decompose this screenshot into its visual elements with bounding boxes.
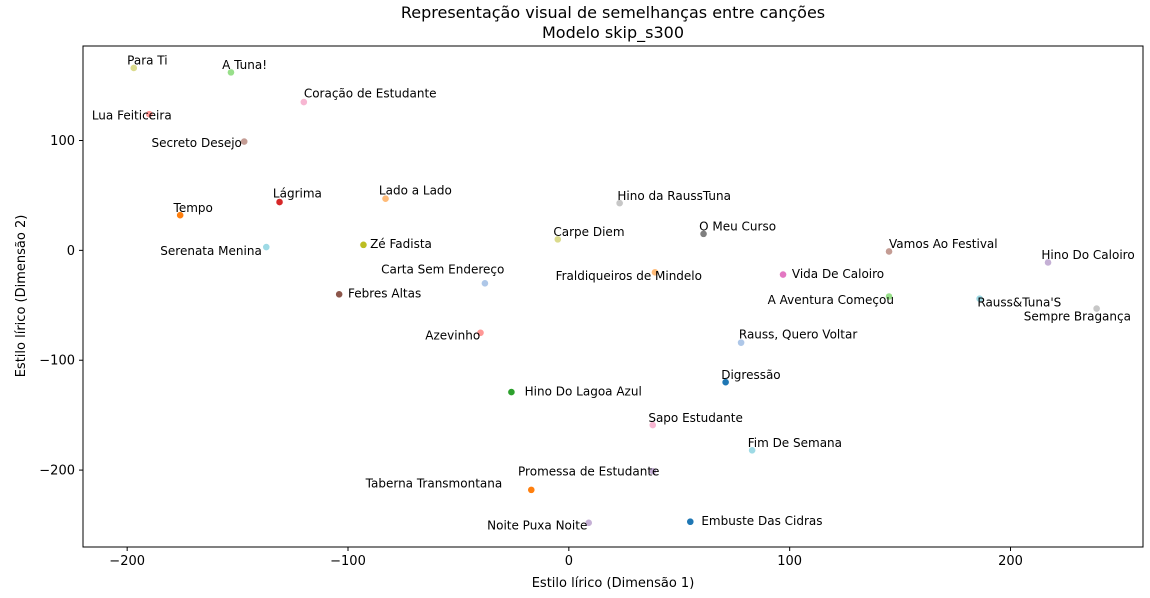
point-label: Promessa de Estudante	[518, 465, 659, 479]
data-point	[481, 279, 489, 288]
point-label: Noite Puxa Noite	[487, 518, 587, 532]
data-point	[299, 98, 308, 106]
x-tick-label: 200	[998, 554, 1023, 569]
y-tick-label: 100	[50, 134, 75, 149]
point-label: Hino Do Caloiro	[1041, 248, 1134, 262]
data-point	[686, 517, 695, 526]
data-point	[145, 110, 154, 119]
data-point	[359, 240, 368, 249]
data-point	[584, 518, 593, 527]
data-point	[615, 199, 624, 208]
data-point	[262, 243, 271, 251]
point-label: Sempre Bragança	[1024, 310, 1131, 324]
data-point	[975, 294, 984, 303]
data-point	[1092, 304, 1101, 313]
point-label: Para Ti	[127, 54, 167, 68]
point-label: Zé Fadista	[370, 237, 432, 251]
y-axis-label: Estilo lírico (Dimensão 2)	[14, 215, 29, 378]
point-label: Fim De Semana	[748, 436, 842, 450]
point-label: Azevinho	[425, 328, 480, 342]
point-label: Tempo	[173, 201, 213, 215]
data-point	[553, 235, 562, 244]
data-point	[381, 194, 390, 203]
data-point	[648, 421, 657, 429]
x-axis-label: Estilo lírico (Dimensão 1)	[532, 576, 695, 591]
plot-area: Para Ti A Tuna! Coração de Estudante Lua Fe…	[92, 54, 1135, 533]
data-point	[737, 338, 745, 347]
point-label: Coração de Estudante	[304, 87, 437, 101]
plot-frame	[82, 45, 1144, 548]
point-label: Hino Do Lagoa Azul	[525, 384, 642, 398]
point-label: Secreto Desejo	[151, 136, 241, 150]
x-axis: −200 −100 0 100 200	[109, 547, 1023, 569]
data-point	[1044, 258, 1052, 267]
point-label: Digressão	[721, 368, 780, 382]
x-tick-label: 0	[565, 554, 573, 569]
y-tick-label: −100	[39, 354, 75, 369]
point-label: Serenata Menina	[160, 244, 262, 258]
data-point	[227, 68, 235, 77]
data-point	[699, 229, 708, 238]
point-label: Sapo Estudante	[648, 411, 743, 425]
data-point	[748, 446, 757, 455]
data-point	[335, 290, 344, 299]
point-label: Carta Sem Endereço	[381, 262, 504, 276]
chart-title: Representação visual de semelhanças entr…	[401, 3, 825, 22]
point-label: A Tuna!	[222, 58, 267, 72]
y-axis: −200 −100 0 100	[39, 134, 83, 479]
x-tick-label: 100	[777, 554, 802, 569]
data-point	[885, 292, 893, 301]
data-point	[240, 137, 249, 146]
point-label: Hino da RaussTuna	[617, 189, 731, 203]
data-point	[129, 64, 138, 72]
data-point	[476, 328, 485, 337]
point-label: O Meu Curso	[699, 220, 776, 234]
point-label: Carpe Diem	[553, 225, 624, 239]
data-point	[721, 378, 730, 387]
data-point	[176, 211, 185, 220]
point-label: Lágrima	[273, 187, 322, 201]
chart-subtitle: Modelo skip_s300	[542, 23, 684, 43]
x-tick-label: −100	[330, 554, 366, 569]
data-point	[648, 467, 657, 476]
point-label: Rauss&Tuna'S	[977, 295, 1061, 309]
data-point	[507, 388, 516, 396]
point-label: Lua Feiticeira	[92, 109, 172, 123]
data-point	[885, 247, 893, 256]
y-tick-label: 0	[67, 244, 75, 259]
point-label: A Aventura Começou	[768, 293, 894, 307]
point-label: Vamos Ao Festival	[889, 237, 998, 251]
point-label: Taberna Transmontana	[365, 477, 503, 491]
point-label: Lado a Lado	[379, 183, 452, 197]
x-tick-label: −200	[109, 554, 145, 569]
point-label: Embuste Das Cidras	[701, 514, 822, 528]
data-point	[527, 485, 536, 494]
point-label: Vida De Caloiro	[792, 267, 884, 281]
point-label: Rauss, Quero Voltar	[739, 327, 857, 341]
data-point	[651, 268, 659, 277]
point-label: Febres Altas	[348, 287, 421, 301]
data-point	[779, 270, 787, 279]
point-label: Fraldiqueiros de Mindelo	[556, 269, 702, 283]
y-tick-label: −200	[39, 464, 75, 479]
data-point	[275, 198, 284, 206]
